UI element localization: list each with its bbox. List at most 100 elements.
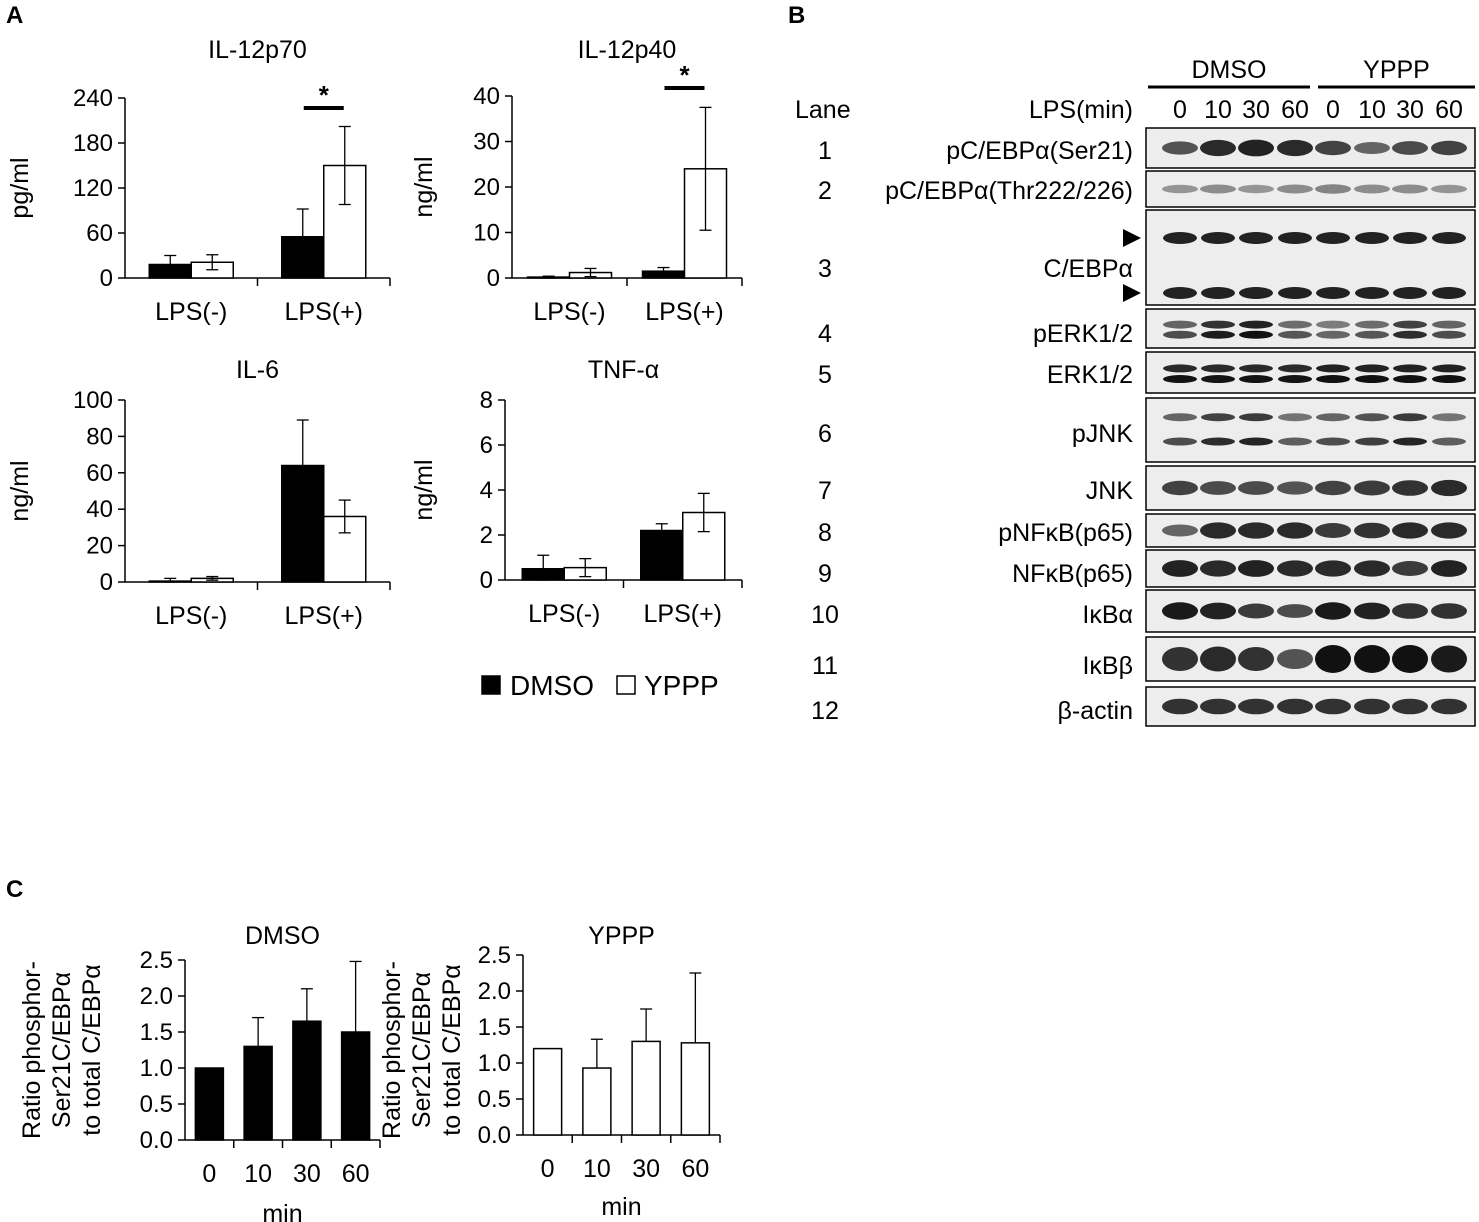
blot-band [1316, 437, 1350, 446]
y-axis-label: ng/ml [6, 460, 34, 521]
blot-band [1277, 604, 1313, 618]
blot-lps-header: LPS(min) [1029, 96, 1133, 124]
y-tick-label: 1.0 [140, 1055, 173, 1082]
x-tick-label: LPS(+) [645, 298, 724, 326]
x-tick-label: 60 [342, 1160, 370, 1188]
chart-3: IL-6 0 20 40 60 80 100 ng/ml LPS(-) LPS(+) [6, 356, 391, 630]
blot-protein-label: β-actin [1057, 697, 1133, 725]
blot-lane-header: Lane [795, 96, 851, 124]
panel-label-b: B [788, 2, 806, 29]
y-tick-label: 0 [487, 265, 500, 292]
blot-band [1201, 287, 1235, 299]
blot-band [1200, 560, 1236, 577]
blot-arrowhead [1123, 284, 1141, 302]
y-tick-label: 240 [73, 85, 113, 112]
blot-band [1201, 413, 1235, 422]
legend-swatch-yppp [616, 675, 636, 695]
chart-title: DMSO [245, 922, 320, 950]
y-tick-label: 1.5 [478, 1014, 511, 1041]
blot-band [1355, 375, 1389, 384]
blot-band [1354, 480, 1390, 496]
blot-band [1432, 330, 1466, 339]
y-axis-label-line: ng/ml [6, 460, 34, 521]
blot-band [1201, 320, 1235, 329]
blot-band [1200, 602, 1236, 620]
blot-group-dmso: DMSO [1192, 56, 1267, 84]
bar-dmso-LPS(+) [640, 529, 684, 581]
blot-band [1239, 375, 1273, 384]
y-axis-label: ng/ml [410, 459, 438, 520]
blot-strip [1145, 308, 1476, 349]
y-tick-label: 30 [473, 129, 500, 156]
blot-band [1238, 522, 1274, 539]
blot-row-8: 8 pNFκB(p65) [818, 513, 1476, 548]
blot-lane-number: 8 [818, 519, 832, 547]
blot-row-6: 6 pJNK [818, 397, 1476, 463]
y-axis-label-line: ng/ml [410, 156, 438, 217]
blot-band [1163, 232, 1197, 244]
blot-band [1277, 698, 1313, 715]
blot-band [1162, 698, 1198, 715]
y-axis-label: Ratio phosphor-Ser21C/EBPαto total C/EBP… [378, 961, 466, 1139]
blot-band [1278, 364, 1312, 373]
blot-band [1392, 184, 1428, 194]
blot-band [1239, 437, 1273, 446]
blot-band [1393, 287, 1427, 299]
y-tick-label: 100 [73, 387, 113, 414]
blot-band [1277, 649, 1313, 669]
blot-row-12: 12 β-actin [811, 686, 1476, 727]
y-axis-label-line: Ser21C/EBPα [48, 972, 76, 1128]
x-tick-label: LPS(-) [528, 600, 600, 628]
blot-lane-number: 3 [818, 255, 832, 283]
blot-band [1277, 481, 1313, 495]
blot-protein-label: pC/EBPα(Ser21) [946, 137, 1133, 165]
y-tick-label: 10 [473, 220, 500, 247]
blot-lane-number: 7 [818, 477, 832, 505]
blot-row-3: 3 C/EBPα [818, 209, 1476, 306]
x-tick-label: 10 [583, 1155, 611, 1183]
blot-band [1392, 141, 1428, 155]
blot-band [1162, 524, 1198, 537]
blot-band [1163, 364, 1197, 373]
blot-band [1162, 647, 1198, 671]
blot-band [1355, 330, 1389, 339]
y-tick-label: 40 [86, 496, 113, 523]
y-tick-label: 2.0 [140, 983, 173, 1010]
blot-band [1393, 364, 1427, 373]
blot-band [1162, 560, 1198, 577]
blot-band [1393, 232, 1427, 244]
blot-band [1239, 364, 1273, 373]
blot-row-2: 2 pC/EBPα(Thr222/226) [818, 170, 1476, 208]
y-tick-label: 1.0 [478, 1050, 511, 1077]
blot-row-5: 5 ERK1/2 [818, 351, 1476, 394]
blot-band [1392, 603, 1428, 619]
blot-band [1239, 320, 1273, 329]
y-tick-label: 60 [86, 220, 113, 247]
blot-protein-label: pC/EBPα(Thr222/226) [885, 177, 1133, 205]
blot-band [1315, 184, 1351, 194]
blot-band [1431, 560, 1467, 577]
panel-label-c: C [6, 876, 24, 903]
blot-band [1162, 480, 1198, 496]
chart-title: YPPP [588, 922, 655, 950]
blot-band [1431, 140, 1467, 156]
legend: DMSO YPPP [481, 670, 719, 701]
blot-band [1354, 645, 1390, 673]
blot-band [1431, 522, 1467, 539]
blot-band [1278, 413, 1312, 422]
blot-band [1238, 560, 1274, 577]
blot-protein-label: ERK1/2 [1047, 361, 1133, 389]
blot-band [1238, 603, 1274, 619]
y-tick-label: 0 [100, 265, 113, 292]
blot-band [1315, 645, 1351, 673]
bar-dmso-60 [340, 1031, 371, 1141]
y-tick-label: 0.0 [478, 1122, 511, 1149]
blot-protein-label: JNK [1086, 477, 1134, 505]
blot-band [1201, 364, 1235, 373]
y-tick-label: 180 [73, 130, 113, 157]
legend-label-dmso: DMSO [510, 670, 594, 701]
blot-band [1432, 320, 1466, 329]
blot-band [1431, 603, 1467, 619]
western-blot-panel: DMSO YPPP Lane LPS(min) 0 10 30 60 0 10 30 60 1 pC/EB… [795, 56, 1476, 727]
